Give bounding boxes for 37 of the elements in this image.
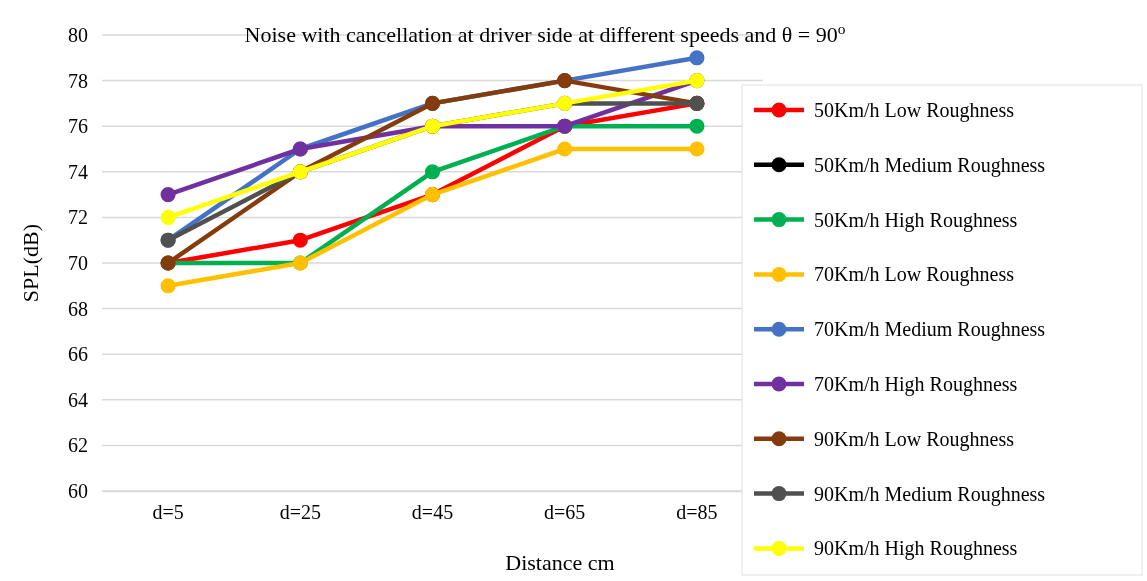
legend-label: 50Km/h High Roughness [814,208,1018,232]
x-tick-label: d=85 [676,501,718,524]
point [160,187,176,203]
y-tick-label: 62 [68,434,88,457]
x-tick-label: d=5 [152,501,184,524]
point [292,232,308,248]
y-tick-label: 76 [68,115,88,138]
point [160,209,176,225]
chart-title: Noise with cancellation at driver side at different speeds and θ = 90$^{o}$ [244,19,846,47]
legend-label: 70Km/h Medium Roughness [814,318,1046,342]
point [424,164,441,180]
y-tick-label: 68 [68,297,88,320]
x-axis-title: Distance cm [505,550,615,575]
y-tick-label: 70 [68,251,88,274]
x-tick-label: d=45 [411,501,454,524]
legend-label: 70Km/h High Roughness [814,373,1018,396]
y-tick-label: 72 [68,206,88,229]
legend-label: 90Km/h Low Roughness [814,427,1015,451]
x-tick-label: d=65 [544,501,586,524]
y-tick-label: 60 [68,479,88,502]
legend-label: 70Km/h Low Roughness [814,263,1015,287]
point [689,118,705,134]
legend-label: 90Km/h High Roughness [814,537,1018,561]
point [160,278,176,294]
y-tick-label: 66 [68,343,88,366]
legend-label: 50Km/h Medium Roughness [814,153,1046,177]
y-tick-label: 78 [68,69,88,92]
point [689,50,705,66]
y-tick-label: 80 [68,23,88,46]
point [689,141,705,157]
legend-label: 90Km/h Medium Roughness [814,482,1046,506]
point [557,141,573,157]
y-axis-title: SPL(dB) [18,223,43,303]
y-tick-label: 74 [68,160,88,183]
y-tick-label: 64 [68,388,88,411]
legend-label: 50Km/h Low Roughness [814,99,1015,122]
x-tick-label: d=25 [279,501,321,524]
